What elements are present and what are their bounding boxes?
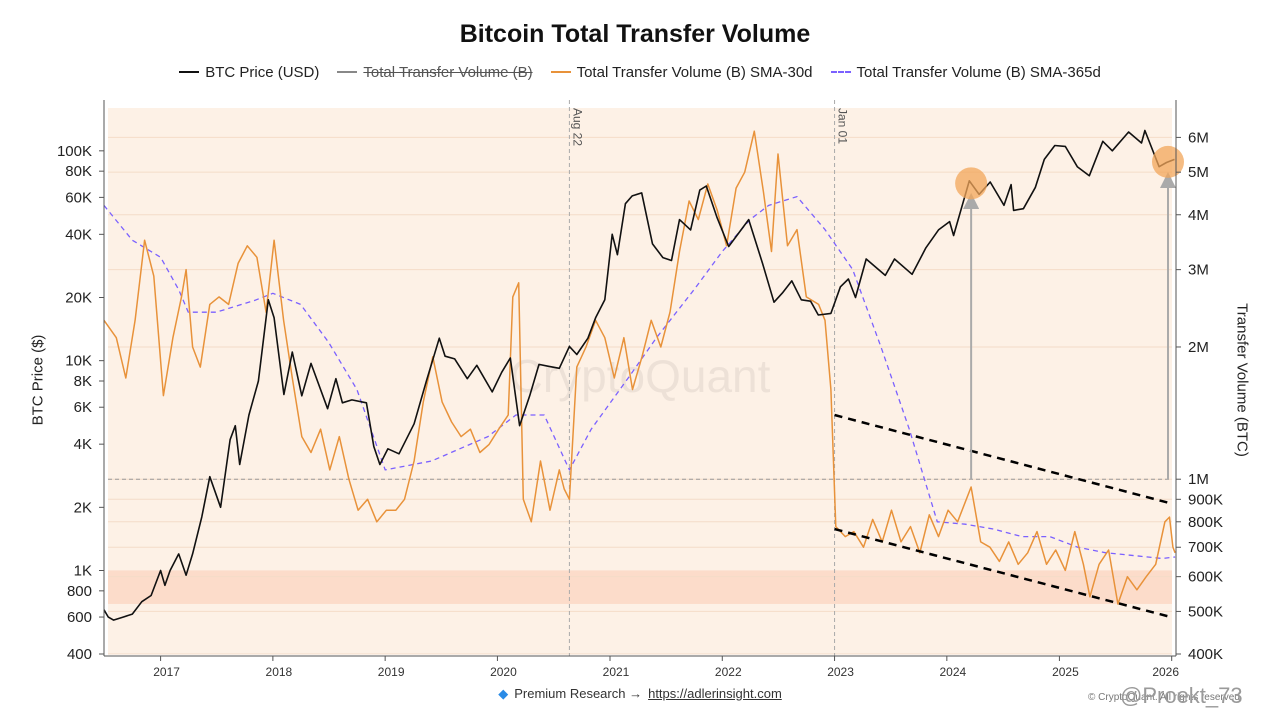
chart-title: Bitcoin Total Transfer Volume bbox=[459, 20, 811, 48]
channel-upper-line bbox=[834, 413, 1173, 505]
gem-icon: ◆ bbox=[498, 686, 509, 701]
legend-swatch-raw bbox=[337, 71, 358, 73]
left-tick-label-4: 2K bbox=[74, 499, 92, 516]
right-tick-label-4: 800K bbox=[1188, 514, 1223, 531]
legend-swatch-price bbox=[179, 71, 200, 73]
y-axis-label-right: Transfer Volume (BTC) bbox=[1233, 303, 1251, 457]
left-tick-label-7: 8K bbox=[74, 373, 92, 390]
right-tick-label-11: 6M bbox=[1188, 129, 1209, 146]
left-tick-label-0: 400 bbox=[67, 646, 92, 663]
x-tick-label-1: 2018 bbox=[266, 665, 293, 679]
legend-item-raw[interactable]: Total Transfer Volume (B) bbox=[337, 63, 533, 81]
footer-link[interactable]: https://adlerinsight.com bbox=[648, 686, 782, 701]
right-tick-label-7: 2M bbox=[1188, 339, 1209, 356]
copyright: © CryptoQuant. All rights reserved bbox=[1088, 692, 1240, 703]
right-tick-label-0: 400K bbox=[1188, 646, 1223, 663]
left-tick-label-8: 10K bbox=[65, 353, 92, 370]
series-line-sma30 bbox=[103, 130, 1176, 605]
x-tick-label-7: 2024 bbox=[939, 665, 966, 679]
legend-item-price[interactable]: BTC Price (USD) bbox=[179, 64, 319, 81]
plot-area bbox=[108, 108, 1172, 654]
legend-label-price: BTC Price (USD) bbox=[205, 63, 320, 81]
channel-lower-line bbox=[834, 527, 1173, 619]
shaded-band bbox=[108, 570, 1172, 604]
legend: BTC Price (USD) Total Transfer Volume (B… bbox=[0, 61, 1280, 83]
right-tick-label-10: 5M bbox=[1188, 164, 1209, 181]
right-tick-label-9: 4M bbox=[1188, 207, 1209, 224]
highlight-circle-0 bbox=[955, 167, 988, 200]
left-tick-label-12: 80K bbox=[65, 163, 92, 180]
left-tick-label-11: 60K bbox=[65, 189, 92, 206]
left-tick-label-3: 1K bbox=[74, 562, 92, 579]
left-tick-label-10: 40K bbox=[65, 226, 92, 243]
left-tick-label-5: 4K bbox=[74, 436, 92, 453]
highlight-circle-1 bbox=[1152, 145, 1185, 178]
right-tick-label-5: 900K bbox=[1188, 491, 1223, 508]
x-tick-label-6: 2023 bbox=[827, 665, 854, 679]
author-handle: @Proekt_73 bbox=[1120, 683, 1243, 708]
right-tick-label-2: 600K bbox=[1188, 569, 1223, 586]
legend-swatch-sma30 bbox=[550, 71, 571, 73]
x-tick-label-5: 2022 bbox=[715, 665, 742, 679]
watermark: CryptoQuant bbox=[510, 350, 771, 402]
right-tick-label-6: 1M bbox=[1188, 471, 1209, 488]
x-tick-label-3: 2020 bbox=[490, 665, 517, 679]
x-tick-label-2: 2019 bbox=[378, 665, 405, 679]
right-tick-label-8: 3M bbox=[1188, 262, 1209, 279]
y-axis-label-left: BTC Price ($) bbox=[29, 334, 47, 426]
footer: ◆ Premium Research → https://adlerinsight.… bbox=[0, 686, 1280, 702]
left-tick-label-1: 600 bbox=[67, 609, 92, 626]
x-tick-label-0: 2017 bbox=[153, 665, 180, 679]
legend-label-sma30: Total Transfer Volume (B) SMA-30d bbox=[576, 63, 813, 81]
legend-item-sma365[interactable]: Total Transfer Volume (B) SMA-365d bbox=[830, 63, 1101, 81]
left-tick-label-9: 20K bbox=[65, 289, 92, 306]
right-tick-label-1: 500K bbox=[1188, 603, 1223, 620]
x-tick-label-8: 2025 bbox=[1052, 665, 1079, 679]
legend-item-sma30[interactable]: Total Transfer Volume (B) SMA-30d bbox=[550, 63, 813, 81]
left-tick-label-6: 6K bbox=[74, 399, 92, 416]
footer-text: Premium Research → bbox=[514, 686, 643, 701]
vline-label-0: Aug 22 bbox=[570, 108, 584, 146]
vline-label-1: Jan 01 bbox=[836, 108, 850, 144]
legend-label-raw: Total Transfer Volume (B) bbox=[363, 63, 533, 81]
x-tick-label-9: 2026 bbox=[1152, 665, 1179, 679]
left-tick-label-13: 100K bbox=[57, 143, 92, 160]
legend-swatch-sma365 bbox=[830, 71, 851, 73]
x-tick-label-4: 2021 bbox=[603, 665, 630, 679]
left-tick-label-2: 800 bbox=[67, 583, 92, 600]
legend-label-sma365: Total Transfer Volume (B) SMA-365d bbox=[856, 63, 1101, 81]
right-tick-label-3: 700K bbox=[1188, 539, 1223, 556]
